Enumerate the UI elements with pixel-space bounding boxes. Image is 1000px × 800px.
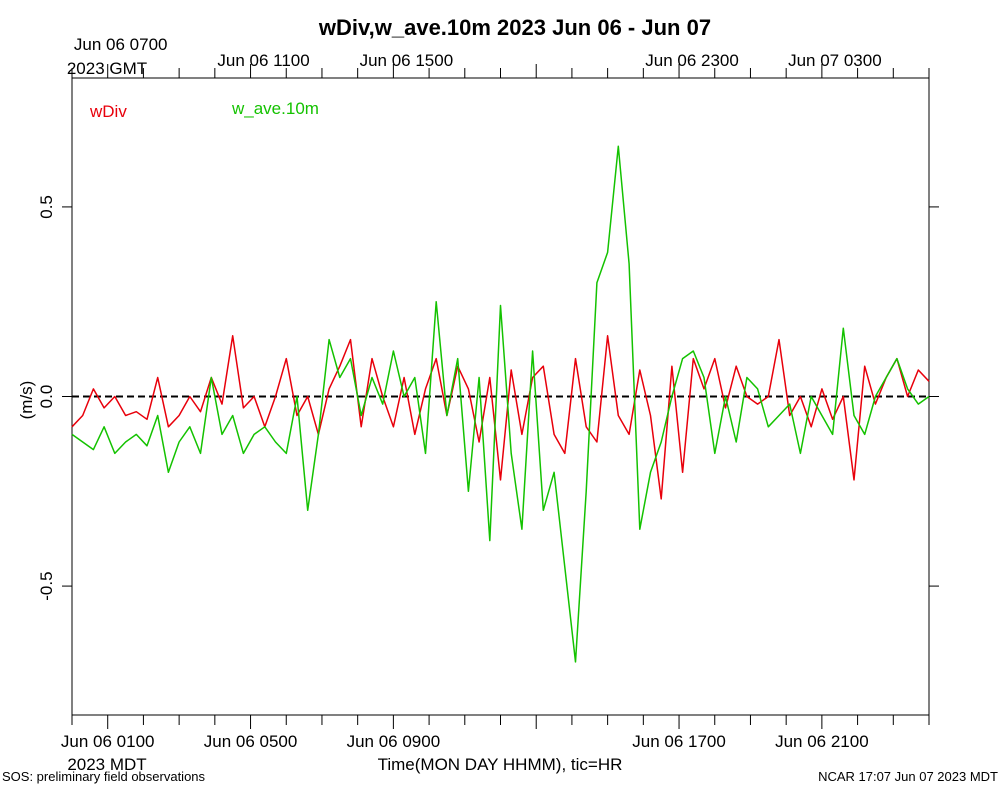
footer-timestamp: NCAR 17:07 Jun 07 2023 MDT: [818, 769, 998, 784]
bottom-tick-label: Jun 06 2100: [775, 732, 869, 751]
top-tick-label: Jun 06 2300: [645, 51, 739, 70]
chart-title: wDiv,w_ave.10m 2023 Jun 06 - Jun 07: [318, 15, 711, 40]
tick-marks: [62, 64, 939, 729]
y-tick-label: 0.0: [37, 385, 56, 409]
series-line-wdiv: [71, 335, 930, 500]
legend-wdiv: wDiv: [89, 102, 127, 121]
top-axis-labels: Jun 06 0700 Jun 06 1100 Jun 06 1500 Jun 06 …: [74, 35, 882, 70]
footer-source: SOS: preliminary field observations: [2, 769, 206, 784]
bottom-axis-labels: Jun 06 0100 Jun 06 0500 Jun 06 0900 Jun 06 …: [61, 732, 869, 751]
legend-w-ave-10m: w_ave.10m: [231, 99, 319, 118]
y-axis-labels: -0.5 0.0 0.5: [37, 195, 56, 601]
y-tick-label: -0.5: [37, 571, 56, 600]
top-tick-label: Jun 07 0300: [788, 51, 882, 70]
bottom-tick-label: Jun 06 0500: [204, 732, 298, 751]
series-group: [71, 145, 930, 663]
y-axis-label: (m/s): [17, 381, 36, 420]
y-tick-label: 0.5: [37, 195, 56, 219]
top-tick-label: Jun 06 0700: [74, 35, 168, 54]
bottom-tick-label: Jun 06 1700: [632, 732, 726, 751]
top-tick-label: Jun 06 1100: [217, 51, 309, 70]
series-line-w-ave-10m: [71, 145, 930, 663]
bottom-tick-label: Jun 06 0900: [347, 732, 441, 751]
top-tick-label: Jun 06 1500: [360, 51, 454, 70]
bottom-tick-label: Jun 06 0100: [61, 732, 155, 751]
bottom-axis-timezone: 2023 MDT: [67, 755, 146, 774]
x-axis-label: Time(MON DAY HHMM), tic=HR: [378, 755, 623, 774]
top-axis-timezone: 2023 GMT: [67, 59, 147, 78]
